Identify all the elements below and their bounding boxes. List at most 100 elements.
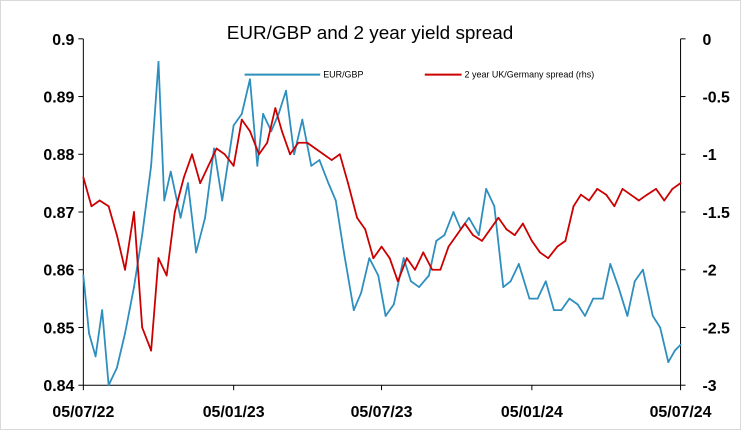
spread-point (414, 268, 416, 271)
eurgbp-point (493, 205, 496, 208)
eurgbp-point (124, 332, 126, 335)
eurgbp-point (187, 182, 189, 185)
right-tick-label: 0 (702, 32, 711, 49)
spread-point (646, 193, 648, 196)
eurgbp-point (392, 303, 395, 306)
eurgbp-point (368, 257, 371, 260)
right-tick-label: -3 (702, 378, 716, 395)
eurgbp-point (107, 384, 110, 387)
eurgbp-point (334, 199, 337, 202)
left-tick-label: 0.86 (43, 263, 74, 280)
spread-point (580, 193, 582, 196)
spread-point (215, 147, 218, 150)
spread-point (141, 326, 144, 329)
spread-point (455, 234, 458, 237)
eurgbp-point (232, 124, 235, 127)
series-spread (82, 107, 682, 352)
eurgbp-point (221, 199, 224, 202)
x-tick-label: 05/01/24 (501, 404, 563, 421)
spread-point (621, 188, 624, 190)
right-axis-ticks: 0 -0.5 -1 -1.5 -2 -2.5 -3 (680, 32, 730, 395)
eurgbp-point (592, 297, 595, 300)
left-axis-ticks: 0.9 0.89 0.88 0.87 0.86 0.85 0.84 (43, 32, 84, 395)
spread-point (133, 211, 135, 213)
spread-point (322, 153, 325, 156)
spread-point (613, 205, 616, 208)
eurgbp-point (318, 159, 321, 161)
spread-point (124, 268, 126, 271)
eurgbp-point (82, 274, 85, 277)
left-tick-label: 0.9 (52, 32, 74, 49)
spread-point (629, 193, 632, 196)
spread-point (356, 216, 358, 219)
spread-point (605, 193, 608, 196)
eurgbp-point (150, 164, 153, 167)
eurgbp-point (477, 234, 480, 237)
spread-point (489, 228, 492, 231)
eurgbp-point (285, 89, 287, 92)
spread-point (191, 153, 193, 156)
axes (82, 38, 682, 386)
eurgbp-point (502, 286, 505, 288)
eurgbp-point (568, 297, 571, 300)
eurgbp-point (352, 309, 355, 312)
eurgbp-point (213, 147, 215, 150)
eurgbp-point (343, 251, 345, 254)
eurgbp-point (528, 297, 531, 300)
eurgbp-point (560, 309, 563, 312)
left-tick-label: 0.87 (43, 205, 74, 222)
x-axis-ticks: 05/07/22 05/01/23 05/07/23 05/01/24 05/07/24 (52, 385, 712, 421)
eurgbp-point (468, 216, 470, 219)
spread-point (521, 222, 524, 225)
eurgbp-point (428, 274, 430, 277)
spread-point (463, 222, 466, 225)
eurgbp-point (115, 366, 118, 369)
spread-point (513, 234, 516, 237)
spread-point (249, 130, 251, 133)
eurgbp-point (384, 315, 387, 317)
legend-label-eurgbp: EUR/GBP (323, 70, 363, 80)
spread-point (107, 205, 110, 208)
eurgbp-point (195, 251, 198, 254)
spread-point (338, 153, 341, 156)
spread-point (547, 257, 550, 260)
spread-point (530, 239, 533, 242)
eurgbp-point (410, 280, 412, 283)
eurgbp-point (673, 349, 676, 352)
spread-point (388, 257, 391, 260)
eurgbp-point (626, 315, 629, 317)
eurgbp-point (602, 297, 604, 300)
spread-point (274, 107, 277, 109)
spread-point (497, 216, 500, 219)
spread-point (671, 188, 674, 190)
spread-point (564, 239, 567, 242)
eurgbp-point (659, 326, 662, 329)
spread-point (396, 280, 399, 283)
series-eurgbp (82, 61, 682, 387)
spread-point (199, 182, 202, 185)
spread-point (655, 188, 657, 190)
eurgbp-point (418, 286, 420, 288)
spread-point (422, 251, 425, 254)
spread-point (90, 205, 93, 208)
left-tick-label: 0.88 (43, 147, 74, 164)
right-tick-label: -1 (702, 147, 716, 164)
eurgbp-point (301, 118, 304, 121)
eurgbp-point (327, 182, 330, 185)
spread-point (281, 130, 283, 133)
spread-point (98, 199, 101, 202)
spread-point (447, 245, 450, 248)
eurgbp-point (141, 234, 144, 237)
spread-point (539, 251, 541, 254)
spread-point (173, 211, 176, 213)
eurgbp-point (485, 188, 488, 190)
eurgbp-point (88, 332, 90, 335)
left-tick-label: 0.85 (43, 320, 74, 337)
spread-point (505, 228, 508, 231)
spread-point (157, 257, 160, 260)
spread-point (232, 164, 235, 167)
eurgbp-point (402, 257, 405, 260)
spread-point (82, 176, 85, 179)
spread-point (439, 268, 442, 271)
